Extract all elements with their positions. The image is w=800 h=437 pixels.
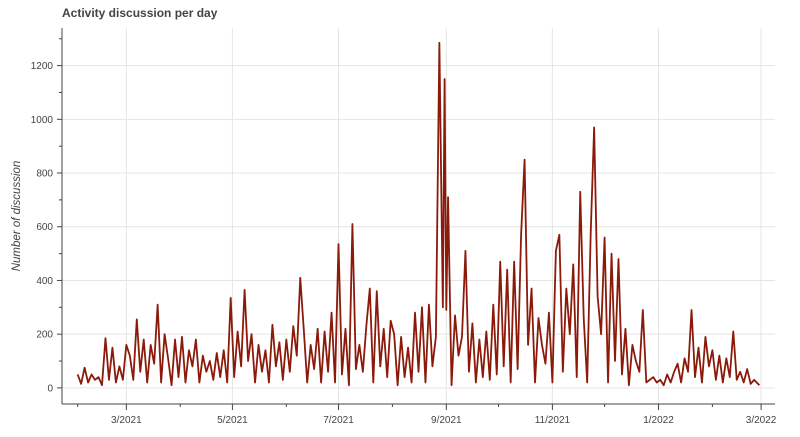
y-tick-label: 1200: [31, 61, 54, 72]
x-tick-label: 3/2022: [746, 415, 777, 426]
x-tick-label: 11/2021: [535, 415, 571, 426]
x-tick-label: 9/2021: [431, 415, 462, 426]
y-tick-label: 600: [36, 222, 53, 233]
y-tick-label: 800: [36, 169, 53, 180]
y-axis-label: Number of discussion: [11, 161, 23, 272]
grid: [62, 28, 775, 404]
y-tick-label: 0: [47, 383, 53, 394]
y-tick-label: 1000: [31, 115, 54, 126]
y-tick-label: 200: [36, 330, 53, 341]
x-tick-label: 1/2022: [643, 415, 674, 426]
x-tick-label: 3/2021: [111, 415, 142, 426]
x-tick-label: 7/2021: [323, 415, 354, 426]
chart-title: Activity discussion per day: [62, 6, 218, 20]
x-tick-label: 5/2021: [217, 415, 248, 426]
series-group: [76, 41, 760, 387]
y-tick-label: 400: [36, 276, 53, 287]
y-ticks: 0 200 400 600 800 1000 1200: [31, 38, 62, 394]
x-ticks: 3/2021 5/2021 7/2021 9/2021 11/2021 1/2022 3/2…: [77, 404, 777, 426]
series-line-0: [76, 41, 760, 387]
